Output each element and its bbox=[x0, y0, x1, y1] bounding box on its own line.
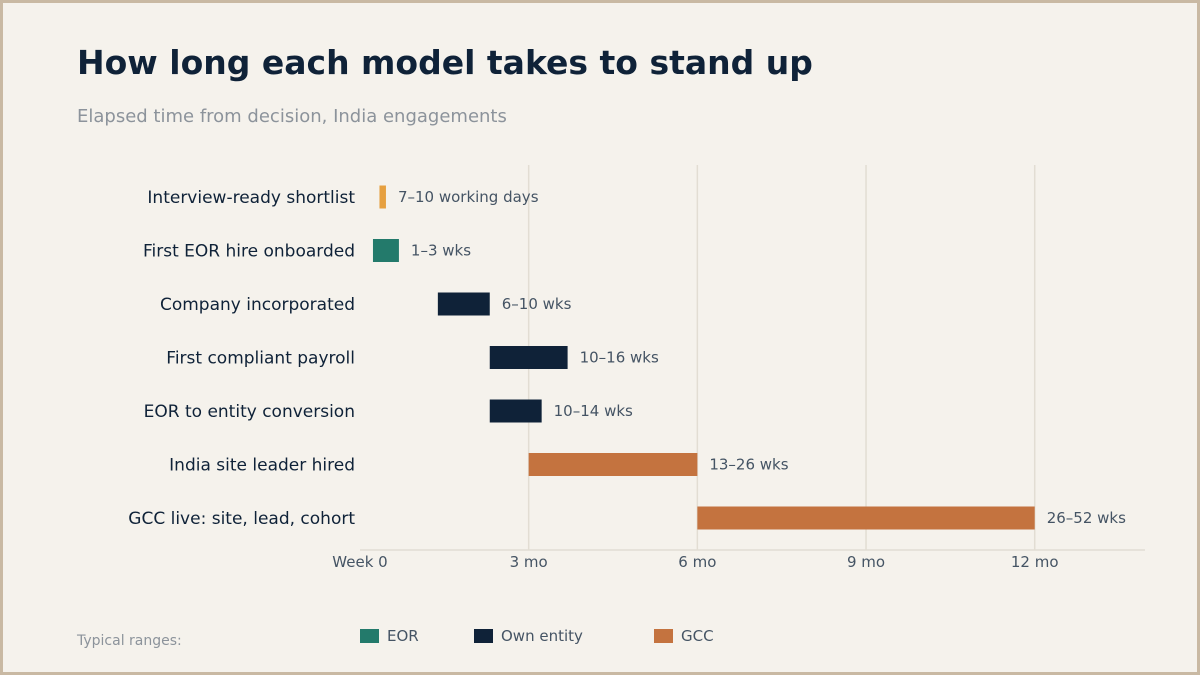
legend-swatch-own-entity bbox=[474, 629, 493, 643]
x-tick-label: 3 mo bbox=[510, 553, 548, 571]
x-tick-label: 6 mo bbox=[678, 553, 716, 571]
value-label: 6–10 wks bbox=[502, 295, 572, 313]
bar-2 bbox=[437, 292, 490, 316]
value-label: 7–10 working days bbox=[398, 188, 539, 206]
bar-5 bbox=[528, 453, 698, 476]
legend-label-gcc: GCC bbox=[681, 627, 714, 645]
category-label: First EOR hire onboarded bbox=[143, 242, 355, 262]
legend-item-own-entity: Own entity bbox=[474, 627, 583, 645]
page-subtitle: Elapsed time from decision, India engage… bbox=[77, 106, 507, 127]
category-label: Interview-ready shortlist bbox=[147, 188, 355, 208]
bar-1 bbox=[372, 239, 399, 262]
legend-label-own-entity: Own entity bbox=[501, 627, 583, 645]
timeline-chart: Week 0 3 mo 6 mo 9 mo 12 mo Interview-ready s… bbox=[128, 165, 1145, 571]
x-tick-label: 12 mo bbox=[1011, 553, 1059, 571]
value-label: 26–52 wks bbox=[1047, 509, 1126, 527]
category-label: Company incorporated bbox=[160, 295, 355, 315]
bar-4 bbox=[489, 399, 542, 423]
bar-0 bbox=[379, 185, 386, 209]
bar-6 bbox=[697, 506, 1035, 530]
value-label: 10–14 wks bbox=[554, 402, 633, 420]
legend-item-gcc: GCC bbox=[654, 627, 714, 645]
x-tick-label: 9 mo bbox=[847, 553, 885, 571]
legend-swatch-gcc bbox=[654, 629, 673, 643]
x-tick-label: Week 0 bbox=[332, 553, 387, 571]
legend-label-eor: EOR bbox=[387, 627, 419, 645]
value-label: 13–26 wks bbox=[709, 456, 788, 474]
legend-item-eor: EOR bbox=[360, 627, 419, 645]
page-title: How long each model takes to stand up bbox=[77, 43, 813, 82]
legend-caption: Typical ranges: bbox=[77, 633, 182, 649]
value-label: 1–3 wks bbox=[411, 242, 471, 260]
bar-3 bbox=[489, 346, 568, 369]
category-label: First compliant payroll bbox=[166, 349, 355, 369]
category-label: EOR to entity conversion bbox=[144, 402, 355, 422]
value-label: 10–16 wks bbox=[580, 349, 659, 367]
legend-swatch-eor bbox=[360, 629, 379, 643]
category-label: GCC live: site, lead, cohort bbox=[128, 509, 355, 529]
category-label: India site leader hired bbox=[169, 456, 355, 476]
